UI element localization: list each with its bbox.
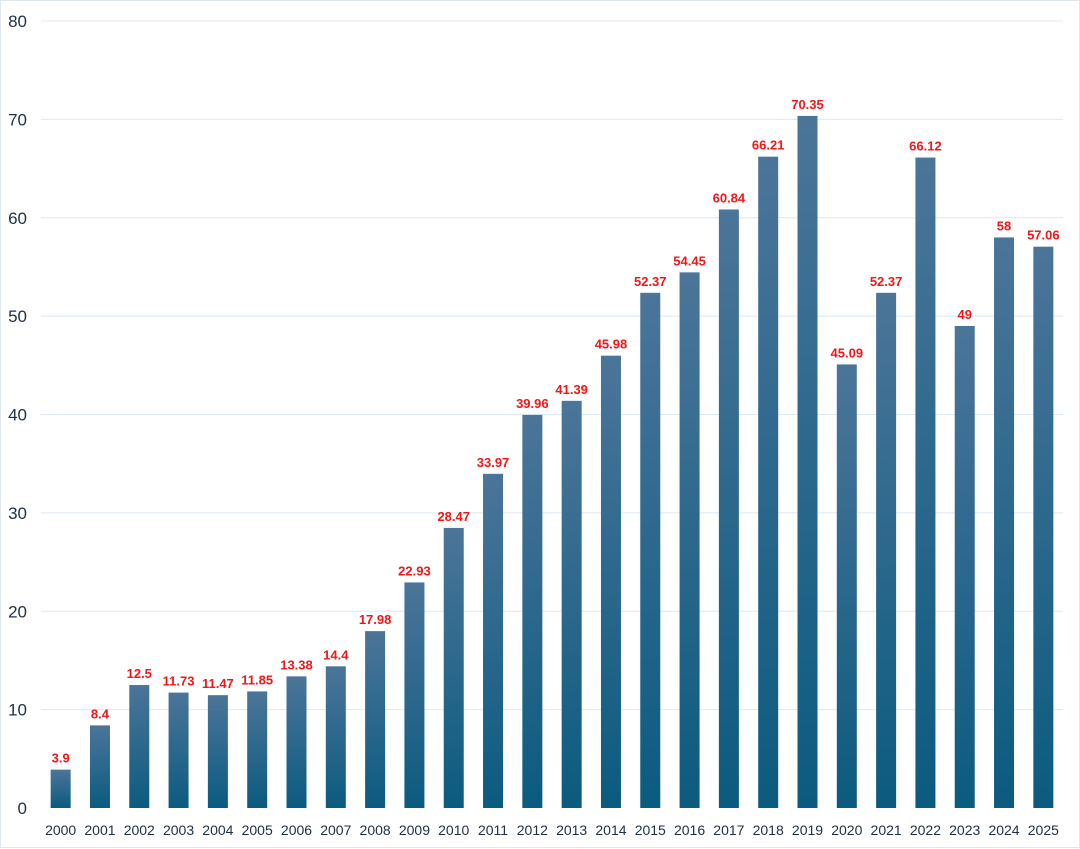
x-axis: 2000 2001 2002 2003 2004 2005 2006 2007 2008 2009… xyxy=(45,822,1059,838)
x-tick-label: 2024 xyxy=(988,822,1019,838)
data-label: 66.21 xyxy=(752,138,785,153)
data-label: 14.4 xyxy=(323,647,349,662)
y-tick-label: 80 xyxy=(8,12,27,31)
x-tick-label: 2020 xyxy=(831,822,862,838)
x-tick-label: 2016 xyxy=(674,822,705,838)
bar xyxy=(994,237,1015,809)
bar xyxy=(443,527,464,808)
x-tick-label: 2009 xyxy=(399,822,430,838)
data-label: 52.37 xyxy=(634,274,667,289)
gridlines xyxy=(41,20,1063,711)
y-tick-label: 10 xyxy=(8,701,27,720)
x-tick-label: 2022 xyxy=(910,822,941,838)
data-label: 13.38 xyxy=(280,657,313,672)
data-label: 70.35 xyxy=(791,97,824,112)
x-tick-label: 2000 xyxy=(45,822,76,838)
bars xyxy=(50,115,1054,809)
x-tick-label: 2010 xyxy=(438,822,469,838)
data-label: 33.97 xyxy=(477,455,510,470)
data-labels: 3.9 8.4 12.5 11.73 11.47 11.85 13.38 14.4 17.98 2… xyxy=(52,97,1060,766)
bar xyxy=(89,725,110,808)
x-tick-label: 2023 xyxy=(949,822,980,838)
bar xyxy=(325,666,346,808)
data-label: 60.84 xyxy=(713,190,746,205)
x-tick-label: 2003 xyxy=(163,822,194,838)
y-tick-label: 70 xyxy=(8,110,27,129)
bar xyxy=(522,414,543,808)
bar xyxy=(286,676,307,808)
data-label: 49 xyxy=(957,307,971,322)
y-tick-label: 0 xyxy=(18,799,27,818)
data-label: 45.98 xyxy=(595,337,628,352)
bar xyxy=(365,631,386,808)
bar xyxy=(954,325,975,808)
x-tick-label: 2007 xyxy=(320,822,351,838)
bar xyxy=(1033,246,1054,809)
data-label: 39.96 xyxy=(516,396,549,411)
data-label: 41.39 xyxy=(555,382,588,397)
data-label: 52.37 xyxy=(870,274,903,289)
data-label: 11.47 xyxy=(202,676,234,691)
data-label: 58 xyxy=(997,218,1011,233)
bar xyxy=(50,769,71,808)
y-tick-label: 40 xyxy=(8,406,27,425)
x-tick-label: 2008 xyxy=(360,822,391,838)
x-tick-label: 2011 xyxy=(478,822,508,838)
bar xyxy=(207,695,228,808)
bar xyxy=(129,685,150,808)
x-tick-label: 2005 xyxy=(242,822,273,838)
bar xyxy=(797,115,818,808)
x-tick-label: 2014 xyxy=(595,822,626,838)
x-tick-label: 2025 xyxy=(1028,822,1059,838)
x-tick-label: 2006 xyxy=(281,822,312,838)
bar xyxy=(168,692,189,808)
x-tick-label: 2002 xyxy=(124,822,155,838)
x-tick-label: 2018 xyxy=(753,822,784,838)
x-tick-label: 2012 xyxy=(517,822,548,838)
x-tick-label: 2015 xyxy=(635,822,666,838)
y-tick-label: 60 xyxy=(8,209,27,228)
bar xyxy=(679,272,700,808)
data-label: 11.85 xyxy=(241,672,273,687)
data-label: 12.5 xyxy=(127,666,152,681)
bar xyxy=(247,691,268,808)
x-tick-label: 2017 xyxy=(713,822,744,838)
y-tick-label: 30 xyxy=(8,504,27,523)
x-tick-label: 2019 xyxy=(792,822,823,838)
x-tick-label: 2001 xyxy=(84,822,115,838)
bar xyxy=(640,292,661,808)
data-label: 54.45 xyxy=(673,253,706,268)
x-tick-label: 2021 xyxy=(871,822,902,838)
x-tick-label: 2013 xyxy=(556,822,587,838)
data-label: 57.06 xyxy=(1027,228,1060,243)
bar xyxy=(876,292,897,808)
data-label: 8.4 xyxy=(91,706,110,721)
bar xyxy=(836,364,857,808)
y-tick-label: 50 xyxy=(8,307,27,326)
data-label: 3.9 xyxy=(52,751,70,766)
y-axis: 0 10 20 30 40 50 60 70 80 xyxy=(8,12,27,818)
bar xyxy=(600,355,621,808)
bar xyxy=(561,400,582,808)
bar xyxy=(915,157,936,808)
y-tick-label: 20 xyxy=(8,602,27,621)
data-label: 22.93 xyxy=(398,563,431,578)
data-label: 45.09 xyxy=(831,345,864,360)
data-label: 28.47 xyxy=(437,509,470,524)
data-label: 17.98 xyxy=(359,612,392,627)
x-tick-label: 2004 xyxy=(202,822,233,838)
data-label: 11.73 xyxy=(163,674,195,689)
bar xyxy=(758,156,779,808)
data-label: 66.12 xyxy=(909,139,942,154)
bar xyxy=(483,473,504,808)
bar xyxy=(404,582,425,808)
bar xyxy=(718,209,739,808)
